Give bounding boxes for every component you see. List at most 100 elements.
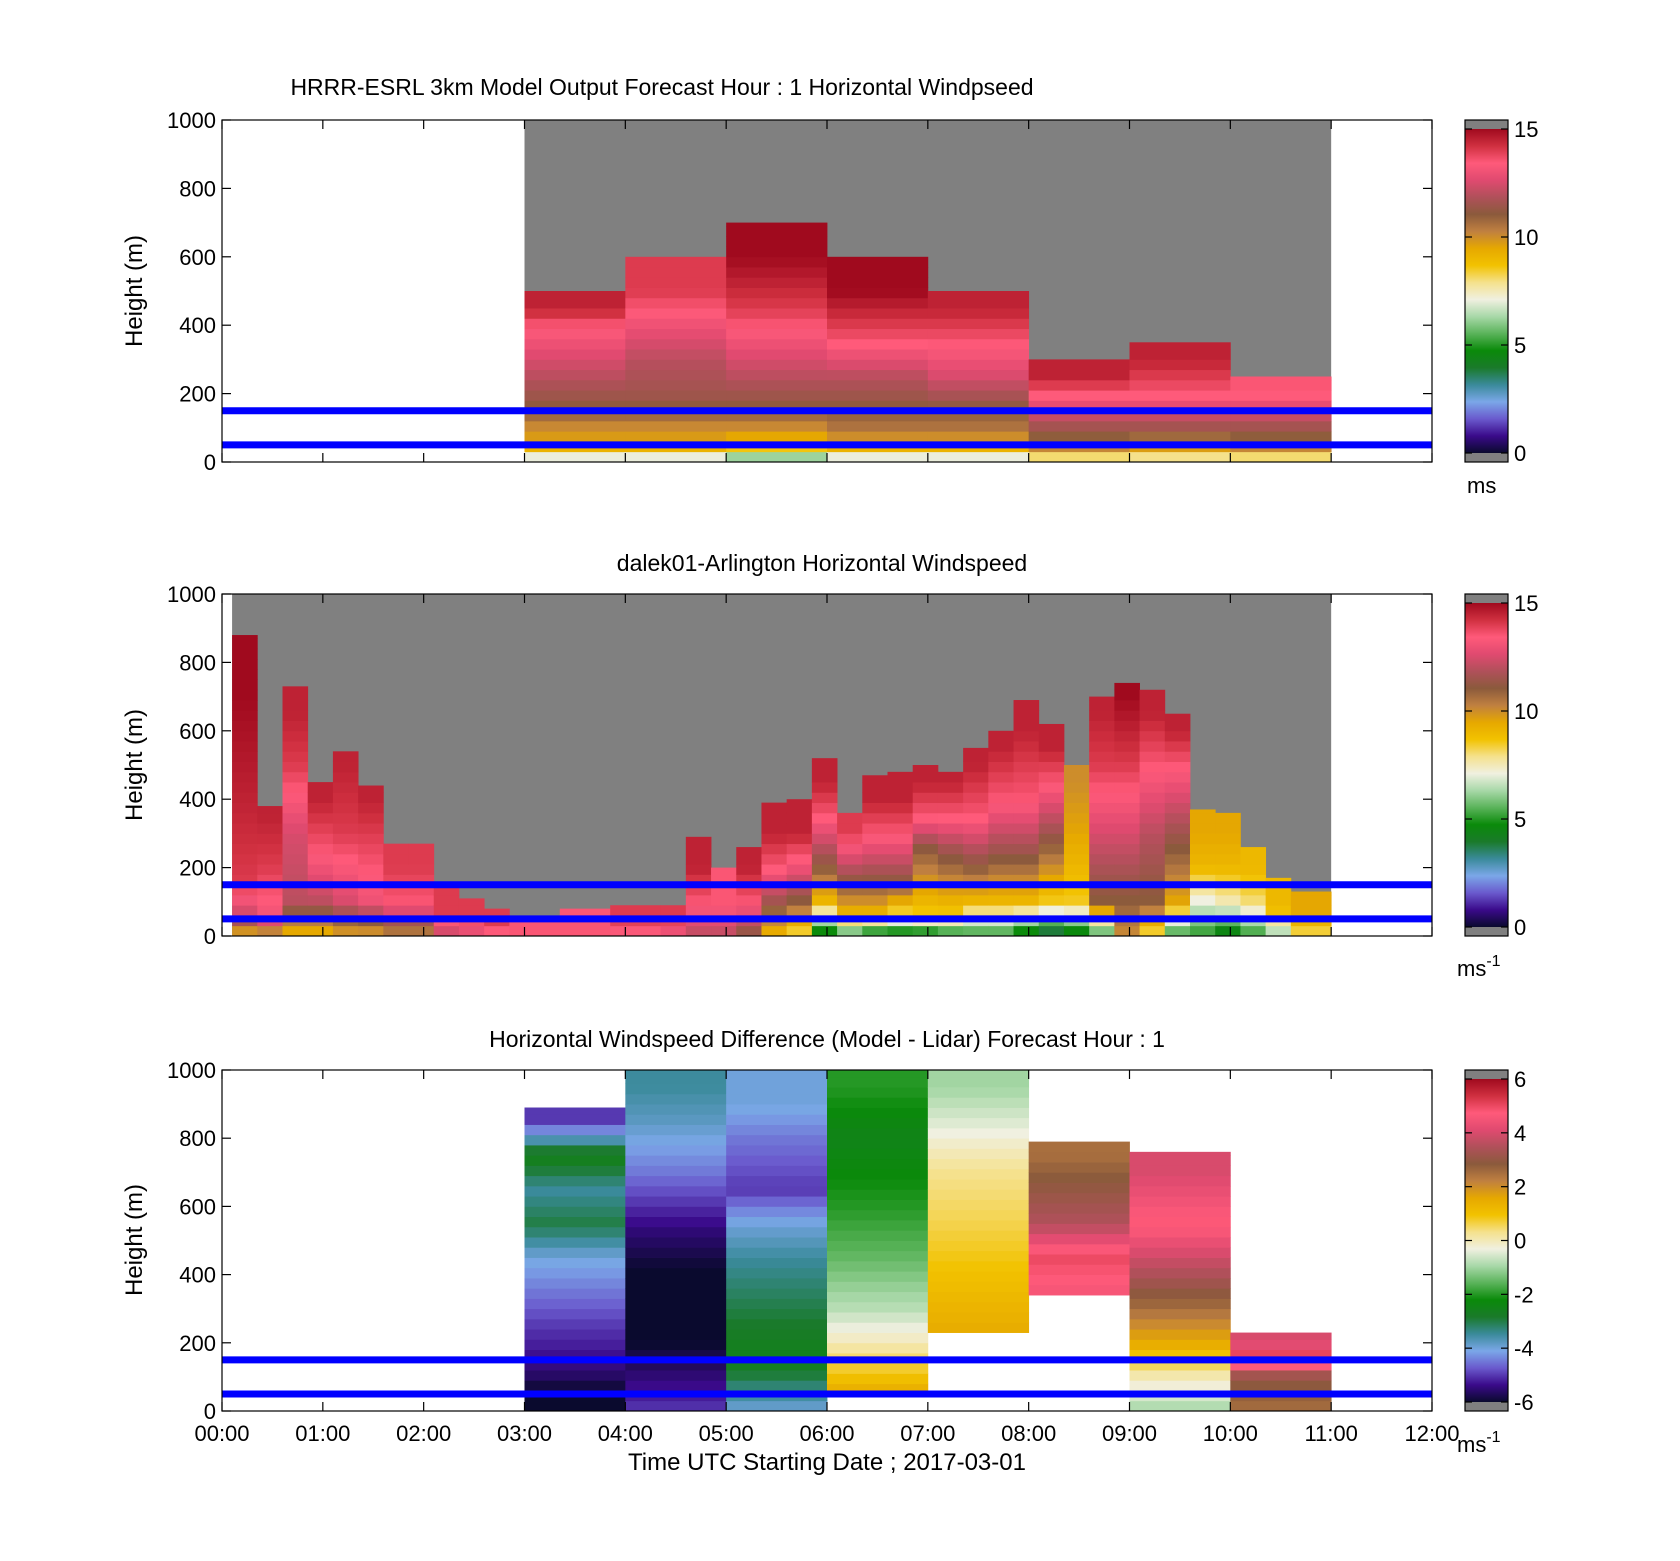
heatmap-cell [837,833,863,845]
heatmap-cell [1240,874,1267,886]
heatmap-cell [786,799,813,804]
heatmap-cell [625,1114,727,1125]
heatmap-cell [1028,1172,1130,1183]
heatmap-cell [927,390,1030,401]
heatmap-cell [332,812,359,824]
heatmap-cell [726,287,828,299]
heatmap-cell [282,874,309,886]
heatmap-cell [383,864,409,875]
heatmap-cell [811,792,838,804]
heatmap-cell [1089,843,1115,855]
heatmap-cell [524,308,626,319]
heatmap-cell [963,905,989,916]
heatmap-cell [524,1298,626,1310]
heatmap-cell [963,874,989,886]
heatmap-cell [1013,751,1040,762]
colorbar: 0 5 10 15 ms [1464,117,1538,498]
colorbar: -6 -4 -2 0 2 4 6 ms-1 [1457,1067,1534,1457]
heatmap-cell [927,308,1030,319]
heatmap-cell [1129,1216,1231,1228]
heatmap-cell [827,1230,929,1241]
heatmap-cell [625,297,727,309]
heatmap-cell [625,420,727,432]
heatmap-cell [1139,853,1166,865]
heatmap-cell [1265,884,1292,896]
heatmap-cell [524,349,626,360]
heatmap [232,594,1332,937]
heatmap-cell [1190,884,1216,896]
heatmap-cell [786,812,813,824]
heatmap-cell [1038,853,1065,865]
heatmap-cell [625,1359,727,1371]
heatmap-cell [282,700,309,711]
heatmap-cell [625,1134,727,1146]
heatmap-cell [524,1175,626,1187]
heatmap-cell [1164,833,1191,845]
heatmap-cell [1190,905,1216,916]
heatmap-cell [736,853,762,865]
heatmap-cell [282,741,309,752]
heatmap-cell [827,1199,929,1211]
heatmap-cell [726,1155,828,1166]
heatmap-cell [1028,359,1130,371]
heatmap-cell [307,874,334,886]
heatmap-cell [524,1107,626,1115]
heatmap-cell [963,771,989,783]
heatmap-cell [1089,833,1115,845]
heatmap-cell [1038,761,1065,773]
heatmap-cell [383,853,409,865]
heatmap-cell [1139,833,1166,845]
heatmap-cell [1139,925,1166,937]
heatmap-cell [257,905,283,916]
heatmap-cell [1230,1380,1332,1391]
colorbar-tick-label: 5 [1514,807,1526,832]
heatmap-cell [1038,741,1065,752]
panel-title: Horizontal Windspeed Difference (Model -… [489,1026,1165,1052]
heatmap-cell [827,1070,929,1078]
heatmap-cell [307,802,334,814]
heatmap-cell [1114,792,1140,804]
y-tick-label: 0 [204,924,216,949]
heatmap-cell [232,700,258,711]
heatmap-cell [937,782,964,793]
heatmap-cell [625,390,727,401]
heatmap-cell [282,884,309,896]
heatmap-cell [837,853,863,865]
heatmap-cell [1089,751,1115,762]
heatmap-cell [1190,823,1216,834]
heatmap-cell [761,884,788,896]
heatmap-cell [811,925,838,937]
heatmap-cell [1038,782,1065,793]
heatmap-cell [383,905,409,916]
heatmap-cell [1230,451,1332,463]
heatmap-cell [282,792,309,804]
heatmap-cell [1028,1162,1130,1173]
heatmap-cell [1129,1226,1231,1238]
heatmap-cell [1114,925,1140,937]
heatmap-cell [761,812,788,824]
heatmap-cell [927,1070,1030,1078]
heatmap-cell [282,864,309,875]
heatmap-cell [1089,874,1115,886]
heatmap-cell [887,894,914,906]
x-tick-label: 06:00 [799,1421,854,1446]
heatmap-cell [1089,925,1115,937]
heatmap-cell [1038,905,1065,916]
heatmap-cell [358,802,384,814]
heatmap-cell [736,884,762,896]
heatmap-cell [827,1138,929,1149]
heatmap-cell [726,1114,828,1125]
heatmap-cell [524,1257,626,1269]
heatmap-cell [1230,379,1332,391]
heatmap-cell [1028,1284,1130,1296]
heatmap-cell [332,771,359,783]
heatmap-cell [963,884,989,896]
heatmap-cell [726,1083,828,1095]
heatmap-cell [937,874,964,886]
heatmap-cell [1139,700,1166,711]
heatmap-cell [827,431,929,442]
y-tick-label: 200 [179,1331,216,1356]
heatmap-cell [1190,925,1216,937]
heatmap-cell [726,222,828,227]
x-tick-label: 12:00 [1404,1421,1459,1446]
